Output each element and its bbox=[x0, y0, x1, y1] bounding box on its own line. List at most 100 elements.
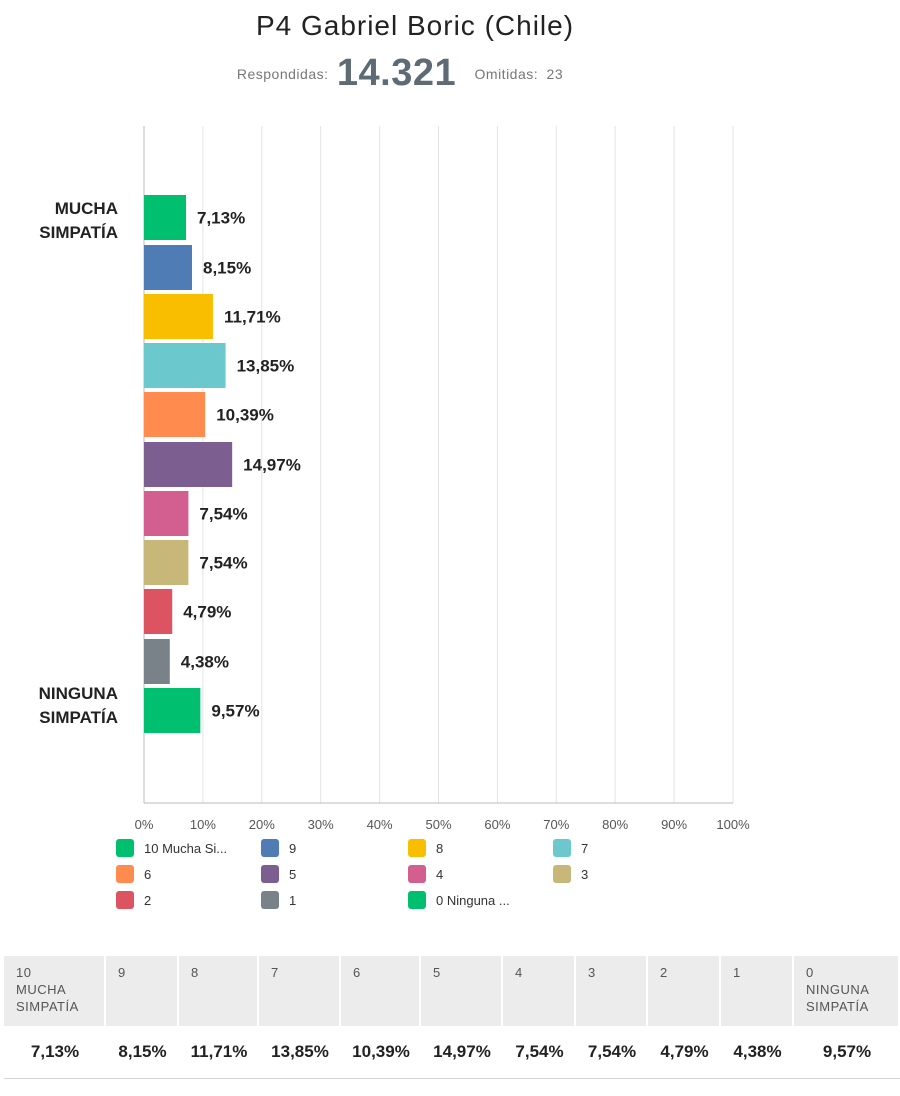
table-header-cell: 10 MUCHA SIMPATÍA bbox=[4, 956, 106, 1026]
bar bbox=[144, 195, 186, 240]
legend-swatch bbox=[261, 891, 279, 909]
legend-label: 3 bbox=[581, 866, 589, 882]
legend-label: 8 bbox=[436, 840, 444, 856]
data-label: 8,15% bbox=[203, 259, 251, 278]
bar bbox=[144, 245, 193, 290]
legend-item[interactable]: 9 bbox=[261, 838, 296, 858]
table-header-cell: 5 bbox=[421, 956, 503, 1026]
data-label: 4,79% bbox=[183, 603, 231, 622]
legend-swatch bbox=[261, 865, 279, 883]
x-tick-label: 80% bbox=[602, 817, 628, 830]
x-tick-label: 50% bbox=[425, 817, 451, 830]
legend-item[interactable]: 2 bbox=[116, 890, 151, 910]
x-tick-label: 10% bbox=[190, 817, 216, 830]
data-label: 7,54% bbox=[199, 554, 247, 573]
data-label: 4,38% bbox=[181, 653, 229, 672]
bar bbox=[144, 639, 170, 684]
legend-label: 0 Ninguna ... bbox=[436, 892, 510, 908]
category-label: NINGUNA SIMPATÍA bbox=[39, 684, 118, 727]
table-cell: 7,54% bbox=[587, 1042, 637, 1061]
x-tick-label: 20% bbox=[249, 817, 275, 830]
divider bbox=[4, 1078, 900, 1079]
table-cell: 7,13% bbox=[30, 1042, 80, 1061]
answered-label: Respondidas: bbox=[236, 66, 329, 82]
table-cell: 14,97% bbox=[433, 1042, 491, 1061]
table-cell: 8,15% bbox=[118, 1042, 167, 1061]
legend-swatch bbox=[261, 839, 279, 857]
legend-item[interactable]: 3 bbox=[553, 864, 588, 884]
x-tick-label: 30% bbox=[308, 817, 334, 830]
x-tick-label: 0% bbox=[135, 817, 154, 830]
legend-item[interactable]: 7 bbox=[553, 838, 588, 858]
table-header-cell: 9 bbox=[106, 956, 179, 1026]
bar bbox=[144, 294, 213, 339]
bar bbox=[144, 540, 189, 585]
bar bbox=[144, 688, 201, 733]
legend-label: 4 bbox=[436, 866, 444, 882]
table-cell: 4,79% bbox=[660, 1042, 709, 1061]
table-header-cell: 0 NINGUNA SIMPATÍA bbox=[794, 956, 900, 1026]
summary-table: 10 MUCHA SIMPATÍA 9 8 7 6 5 4 3 2 1 0 NINGUNA SIMP… bbox=[4, 956, 900, 1079]
table-header-cell: 4 bbox=[503, 956, 576, 1026]
legend-swatch bbox=[408, 865, 426, 883]
data-label: 9,57% bbox=[211, 702, 259, 721]
table-header-cell: 2 bbox=[648, 956, 721, 1026]
legend-label: 9 bbox=[289, 840, 297, 856]
legend-swatch bbox=[116, 865, 134, 883]
table-header-cell: 3 bbox=[576, 956, 648, 1026]
table-header-cell: 8 bbox=[179, 956, 259, 1026]
data-label: 11,71% bbox=[224, 308, 281, 327]
bar bbox=[144, 491, 189, 536]
legend-swatch bbox=[408, 839, 426, 857]
legend-swatch bbox=[553, 839, 571, 857]
legend-label: 2 bbox=[144, 892, 152, 908]
legend-label: 1 bbox=[289, 892, 297, 908]
legend-item[interactable]: 0 Ninguna ... bbox=[408, 890, 510, 910]
legend-label: 10 Mucha Si... bbox=[144, 840, 228, 856]
x-tick-label: 40% bbox=[367, 817, 393, 830]
data-label: 14,97% bbox=[243, 456, 301, 475]
table-cell: 13,85% bbox=[271, 1042, 329, 1061]
table-header-cell: 6 bbox=[341, 956, 421, 1026]
table-header-row: 10 MUCHA SIMPATÍA 9 8 7 6 5 4 3 2 1 0 NINGUNA SIMP… bbox=[4, 956, 900, 1026]
bar bbox=[144, 343, 226, 388]
legend-label: 6 bbox=[144, 866, 152, 882]
legend-item[interactable]: 6 bbox=[116, 864, 151, 884]
legend-label: 7 bbox=[581, 840, 589, 856]
chart-title: P4 Gabriel Boric (Chile) bbox=[255, 10, 575, 41]
table-cell: 11,71% bbox=[190, 1042, 248, 1061]
table-cell: 4,38% bbox=[733, 1042, 782, 1061]
data-label: 7,54% bbox=[199, 505, 247, 524]
answered-count: 14.321 bbox=[336, 52, 457, 94]
data-label: 13,85% bbox=[237, 357, 295, 376]
skipped-count: 23 bbox=[546, 66, 564, 82]
data-label: 7,13% bbox=[197, 209, 245, 228]
legend-swatch bbox=[116, 891, 134, 909]
legend-label: 5 bbox=[289, 866, 297, 882]
data-label: 10,39% bbox=[216, 406, 274, 425]
table-cell: 10,39% bbox=[352, 1042, 410, 1061]
x-tick-label: 60% bbox=[484, 817, 510, 830]
legend-item[interactable]: 5 bbox=[261, 864, 296, 884]
bar bbox=[144, 442, 233, 487]
legend-swatch bbox=[116, 839, 134, 857]
skipped-label: Omitidas: bbox=[474, 66, 539, 82]
table-header-cell: 7 bbox=[259, 956, 341, 1026]
table-row: 7,13% 8,15% 11,71% 13,85% 10,39% 14,97% 7,54% 7… bbox=[4, 1026, 900, 1079]
legend-item[interactable]: 8 bbox=[408, 838, 443, 858]
response-stats: Respondidas: 14.321 Omitidas: 23 bbox=[0, 52, 800, 95]
legend-item[interactable]: 4 bbox=[408, 864, 443, 884]
bar-chart: 0% 10% 20% 30% 40% 50% 60% 70% 80% 90% 100% 7,13% 8,… bbox=[39, 126, 750, 830]
legend-swatch bbox=[553, 865, 571, 883]
table-cell: 7,54% bbox=[515, 1042, 564, 1061]
legend-item[interactable]: 10 Mucha Si... bbox=[116, 838, 227, 858]
x-tick-label: 70% bbox=[543, 817, 569, 830]
legend-swatch bbox=[408, 891, 426, 909]
legend-item[interactable]: 1 bbox=[261, 890, 296, 910]
bar bbox=[144, 589, 173, 634]
category-label: MUCHA SIMPATÍA bbox=[39, 199, 118, 242]
chart-legend: 10 Mucha Si... 9 8 7 6 5 4 3 2 1 0 Ninguna ... bbox=[116, 838, 716, 918]
x-tick-label: 90% bbox=[661, 817, 687, 830]
bar bbox=[144, 392, 206, 437]
x-tick-label: 100% bbox=[716, 817, 750, 830]
